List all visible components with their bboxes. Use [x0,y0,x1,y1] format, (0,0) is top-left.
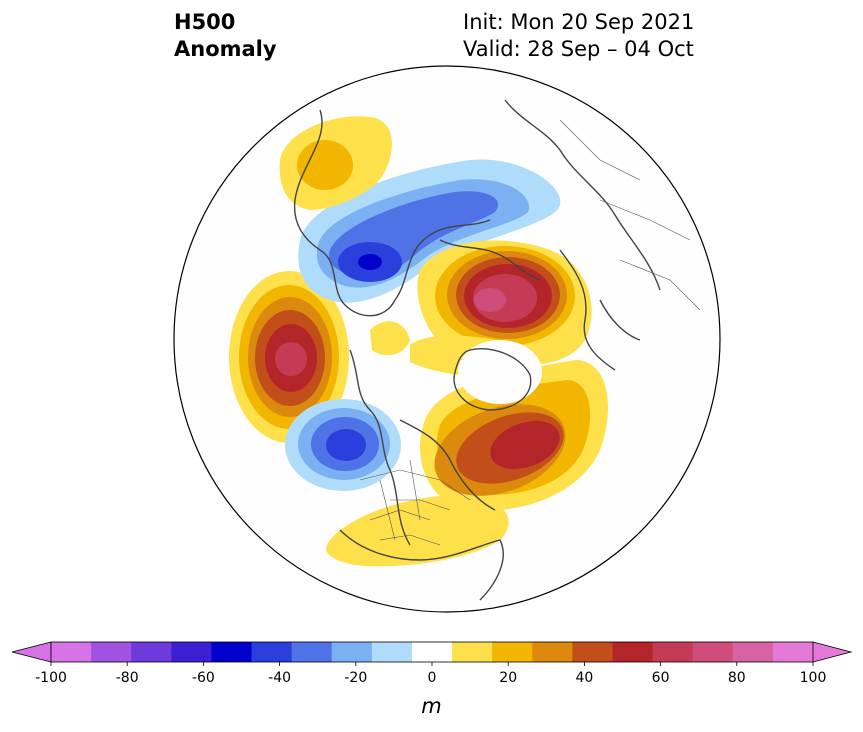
colorbar-swatch [732,642,774,662]
polar-map [173,65,721,613]
colorbar-tick-label: 0 [428,670,437,686]
map-boundary [173,65,721,613]
colorbar-tick-label: 80 [728,670,746,686]
colorbar-swatch [211,642,253,662]
colorbar-tick-label: -40 [268,670,291,686]
colorbar-swatch [572,642,613,662]
colorbar-tick-label: -20 [344,670,367,686]
colorbar-tick-label: -100 [35,670,67,686]
colorbar-swatch [331,642,373,662]
colorbar-tick-label: 40 [575,670,593,686]
colorbar-swatch [652,642,694,662]
colorbar-tick-label: 100 [800,670,827,686]
colorbar-swatch [371,642,413,662]
colorbar-swatch [452,642,493,662]
colorbar-extend-low [11,641,52,663]
colorbar-unit-label: m [421,694,442,718]
anomaly-eurasian-trough [298,159,561,303]
field-title-line1: H500 [174,10,236,34]
polar-neutral-zone [458,340,542,404]
colorbar-tick-label: 60 [652,670,670,686]
colorbar-extend-high [812,641,853,663]
political-borders [359,119,701,546]
field-title-line2: Anomaly [174,37,277,61]
colorbar-swatch [251,642,293,662]
colorbar-swatch [492,642,533,662]
colorbar-swatch [171,642,212,662]
colorbar-swatch [612,642,654,662]
colorbar-swatch [91,642,132,662]
colorbar-tick-label: -80 [116,670,139,686]
anomaly-eurasian-ridge [417,240,592,366]
colorbar-swatch [131,642,172,662]
colorbar-swatch [51,642,92,662]
anomaly-atlantic-ridge [420,360,608,511]
date-info: Init: Mon 20 Sep 2021 Valid: 28 Sep – 04… [463,9,694,63]
anomaly-aleutian-trough [285,399,401,491]
colorbar-tick-label: 20 [499,670,517,686]
colorbar-swatch [291,642,333,662]
valid-period: Valid: 28 Sep – 04 Oct [463,37,694,61]
anomaly-pacific-ridge [229,271,349,443]
colorbar-swatch [411,642,453,662]
colorbar-swatch [532,642,573,662]
anomaly-arctic-ridge [279,116,392,210]
coastlines [293,99,661,601]
colorbar-swatch [692,642,734,662]
colorbar-tick-label: -60 [192,670,215,686]
anomaly-us-ridge [326,495,509,567]
colorbar-swatch [772,642,814,662]
field-title: H500 Anomaly [174,9,277,63]
init-date: Init: Mon 20 Sep 2021 [463,10,695,34]
anomaly-contours [229,99,701,601]
colorbar-unit: m [0,694,863,718]
colorbar: -100 -80 -60 -40 -20 0 20 40 60 80 100 [11,641,853,686]
